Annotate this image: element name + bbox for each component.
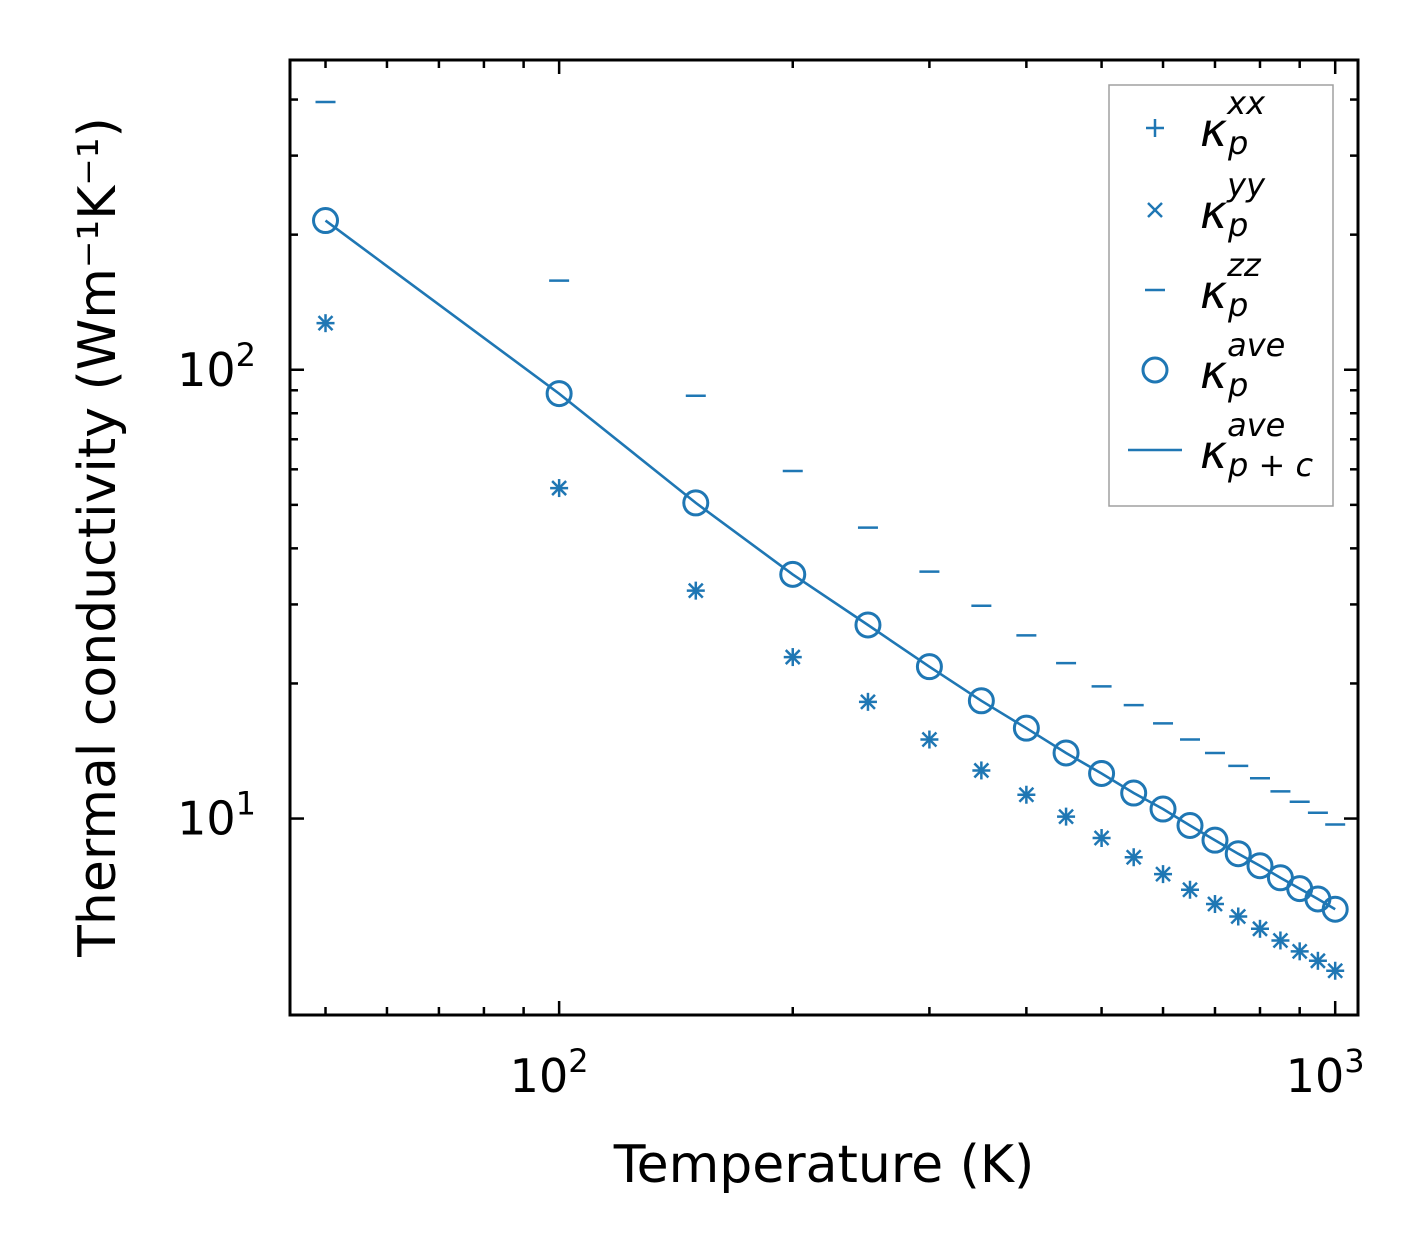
data-point-kappa_p^yy: [1252, 920, 1268, 937]
series-line-kappa_p+c^ave: [324, 219, 1336, 911]
data-point-kappa_p^yy: [1327, 962, 1344, 979]
data-point-kappa_p^ave: [915, 653, 943, 681]
legend-label-superscript: ave: [1227, 326, 1285, 364]
legend-label-subscript: p: [1227, 124, 1248, 162]
data-point-kappa_p^yy: [860, 693, 876, 710]
legend-marker-x: [1147, 202, 1163, 218]
data-point-kappa_p^yy: [1230, 908, 1247, 925]
data-point-kappa_p^yy: [1018, 786, 1035, 803]
x-tick-label: 103: [1286, 1042, 1365, 1103]
data-point-kappa_p^ave: [1176, 812, 1204, 840]
plot-frame: [288, 58, 1360, 1017]
y-tick-label-exponent: 2: [236, 336, 256, 374]
x-tick-label: 102: [510, 1042, 589, 1103]
legend-label-superscript: zz: [1226, 246, 1262, 284]
data-point-kappa_p^ave: [854, 611, 882, 639]
legend-marker-circle: [1141, 356, 1169, 384]
legend-label-superscript: ave: [1227, 406, 1285, 444]
data-point-kappa_p^yy: [1058, 808, 1074, 825]
data-point-kappa_p^yy: [317, 315, 334, 332]
data-point-kappa_p^ave: [1246, 852, 1274, 880]
data-point-kappa_p^yy: [1207, 896, 1223, 912]
data-point-kappa_p^yy: [1272, 932, 1289, 949]
data-point-kappa_p^yy: [1155, 866, 1171, 882]
legend-label-subscript: p: [1227, 366, 1248, 404]
legend-label-superscript: yy: [1226, 166, 1266, 204]
plot-marks: [312, 100, 1349, 980]
x-axis-label: Temperature (K): [613, 1135, 1035, 1195]
data-point-kappa_p^ave: [1224, 840, 1252, 868]
data-point-kappa_p^yy: [784, 649, 801, 665]
legend-label-superscript: xx: [1226, 84, 1266, 122]
data-point-kappa_p^yy: [1125, 849, 1142, 866]
x-tick-label-exponent: 3: [1344, 1042, 1364, 1080]
data-point-kappa_p^ave: [1149, 795, 1177, 823]
data-point-kappa_p^yy: [687, 582, 704, 599]
y-tick-label-exponent: 1: [236, 785, 256, 823]
data-point-kappa_p^yy: [1093, 830, 1110, 846]
legend-box: [1108, 84, 1334, 507]
data-point-kappa_p^ave: [1321, 895, 1349, 923]
data-point-kappa_p^yy: [1310, 952, 1326, 969]
y-axis-label: Thermal conductivity (Wm⁻¹K⁻¹): [68, 117, 128, 958]
data-point-kappa_p^ave: [967, 687, 995, 715]
data-point-kappa_p^ave: [1201, 826, 1229, 854]
data-point-kappa_p^ave: [779, 560, 807, 588]
y-tick-label: 101: [177, 785, 256, 846]
data-point-kappa_p^yy: [973, 762, 990, 779]
data-point-kappa_p^ave: [682, 489, 710, 517]
x-tick-label-exponent: 2: [568, 1042, 588, 1080]
data-point-kappa_p^ave: [1052, 739, 1080, 767]
data-point-kappa_p^yy: [921, 731, 938, 748]
legend-label-subscript: p: [1227, 286, 1248, 324]
data-point-kappa_p^ave: [1120, 779, 1148, 807]
y-tick-label: 102: [177, 336, 256, 397]
tick-labels: 102 103 101 102: [177, 336, 1365, 1103]
data-point-kappa_p^ave: [1088, 760, 1116, 788]
legend-label-subscript: p: [1227, 206, 1248, 244]
legend-marker-plus: [1146, 119, 1164, 137]
data-point-kappa_p^yy: [1291, 943, 1308, 960]
data-point-kappa_p^ave: [545, 380, 573, 408]
data-point-kappa_p^ave: [312, 207, 340, 235]
data-point-kappa_p^yy: [1182, 881, 1198, 898]
data-point-kappa_p^yy: [551, 480, 568, 496]
data-point-kappa_p^ave: [1012, 714, 1040, 742]
legend-label-subscript: p + c: [1227, 446, 1313, 484]
